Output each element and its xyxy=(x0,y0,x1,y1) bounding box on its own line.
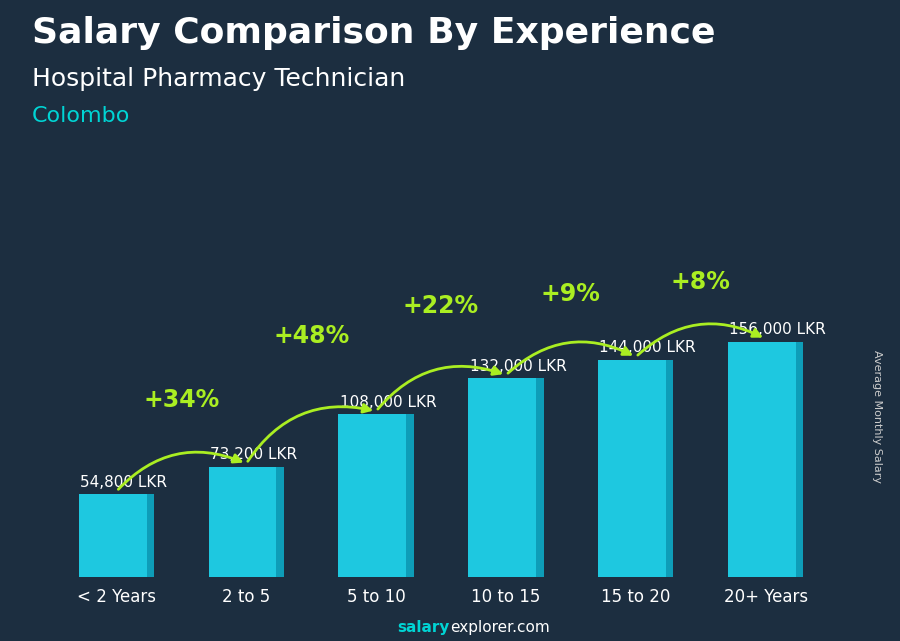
Bar xyxy=(338,414,414,577)
Text: +8%: +8% xyxy=(670,270,731,294)
Text: 156,000 LKR: 156,000 LKR xyxy=(729,322,826,337)
Text: Hospital Pharmacy Technician: Hospital Pharmacy Technician xyxy=(32,67,405,91)
Text: salary: salary xyxy=(398,620,450,635)
Text: +48%: +48% xyxy=(273,324,349,348)
Bar xyxy=(147,494,154,577)
Text: +22%: +22% xyxy=(403,294,479,318)
Text: Colombo: Colombo xyxy=(32,106,130,126)
Text: 108,000 LKR: 108,000 LKR xyxy=(339,395,436,410)
Bar xyxy=(276,467,284,577)
Bar xyxy=(666,360,673,577)
Bar xyxy=(406,414,414,577)
Text: Average Monthly Salary: Average Monthly Salary xyxy=(872,350,883,483)
Bar xyxy=(598,360,673,577)
Bar xyxy=(796,342,803,577)
Bar xyxy=(728,342,803,577)
Text: Salary Comparison By Experience: Salary Comparison By Experience xyxy=(32,16,715,50)
Text: explorer.com: explorer.com xyxy=(450,620,550,635)
Text: 132,000 LKR: 132,000 LKR xyxy=(470,358,566,374)
Bar xyxy=(536,378,544,577)
Text: 144,000 LKR: 144,000 LKR xyxy=(599,340,696,356)
Text: 54,800 LKR: 54,800 LKR xyxy=(80,475,167,490)
Bar xyxy=(209,467,284,577)
Text: +9%: +9% xyxy=(541,282,601,306)
Text: +34%: +34% xyxy=(143,388,220,412)
Bar xyxy=(468,378,544,577)
Bar xyxy=(79,494,154,577)
Text: 73,200 LKR: 73,200 LKR xyxy=(210,447,297,462)
